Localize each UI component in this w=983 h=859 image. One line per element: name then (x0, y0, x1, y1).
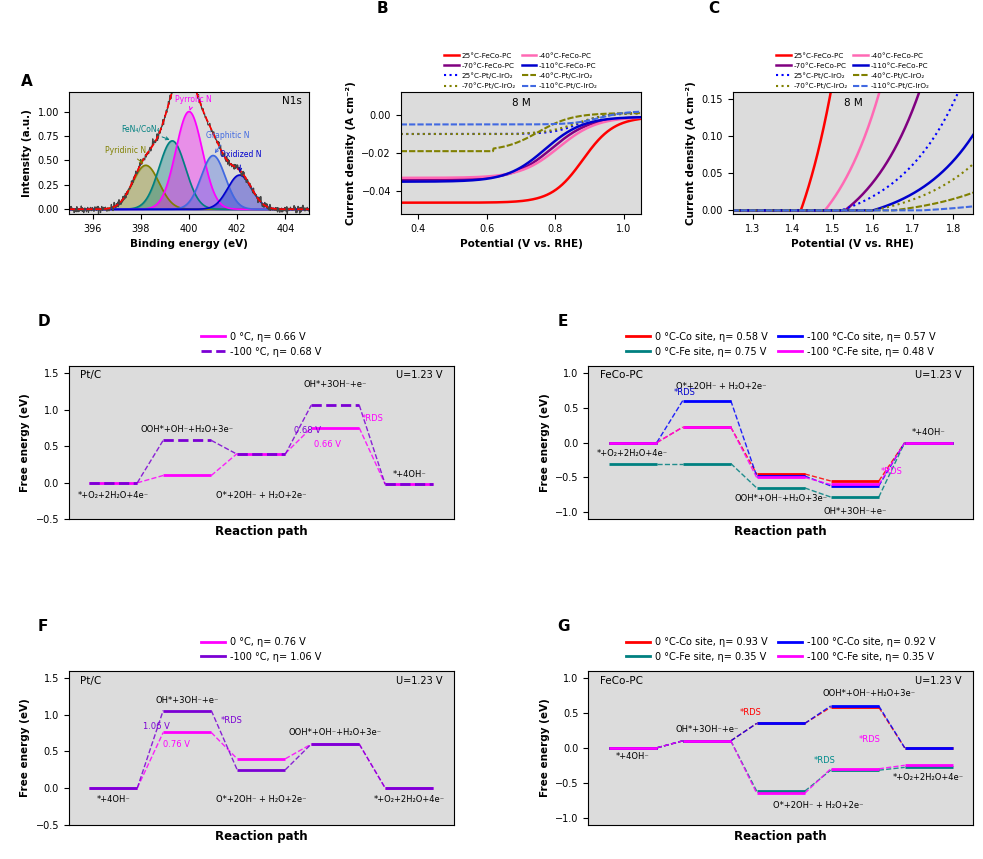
Text: B: B (376, 2, 388, 16)
X-axis label: Reaction path: Reaction path (215, 525, 308, 538)
Text: OOH*+OH⁻+H₂O+3e⁻: OOH*+OH⁻+H₂O+3e⁻ (734, 494, 828, 503)
Text: *RDS: *RDS (673, 387, 696, 397)
Text: *+O₂+2H₂O+4e⁻: *+O₂+2H₂O+4e⁻ (598, 448, 668, 458)
Text: FeCo-PC: FeCo-PC (600, 370, 643, 381)
Text: *RDS: *RDS (221, 716, 243, 725)
Text: E: E (557, 314, 568, 329)
Text: *RDS: *RDS (858, 735, 881, 744)
Text: *+4OH⁻: *+4OH⁻ (912, 428, 946, 436)
Text: N1s: N1s (282, 95, 302, 106)
Text: FeN₄/CoN₄: FeN₄/CoN₄ (122, 124, 169, 140)
Text: *+O₂+2H₂O+4e⁻: *+O₂+2H₂O+4e⁻ (894, 772, 964, 782)
Text: O*+2OH⁻ + H₂O+2e⁻: O*+2OH⁻ + H₂O+2e⁻ (676, 382, 767, 391)
Y-axis label: Free energy (eV): Free energy (eV) (20, 698, 30, 797)
Text: Oxidized N: Oxidized N (220, 150, 261, 171)
Text: U=1.23 V: U=1.23 V (395, 676, 442, 685)
Text: D: D (38, 314, 51, 329)
Text: OOH*+OH⁻+H₂O+3e⁻: OOH*+OH⁻+H₂O+3e⁻ (141, 425, 234, 434)
Text: *RDS: *RDS (362, 414, 383, 423)
X-axis label: Binding energy (eV): Binding energy (eV) (130, 240, 248, 249)
Text: U=1.23 V: U=1.23 V (915, 370, 961, 381)
Text: OH*+3OH⁻+e⁻: OH*+3OH⁻+e⁻ (155, 696, 219, 704)
Legend: 0 °C, η= 0.66 V, -100 °C, η= 0.68 V: 0 °C, η= 0.66 V, -100 °C, η= 0.68 V (197, 328, 325, 361)
Text: Pt/C: Pt/C (81, 676, 101, 685)
Text: Pyrrolic N: Pyrrolic N (175, 94, 211, 110)
Text: *RDS: *RDS (881, 467, 902, 477)
Text: 0.68 V: 0.68 V (294, 426, 320, 435)
Y-axis label: Free energy (eV): Free energy (eV) (540, 393, 549, 492)
X-axis label: Reaction path: Reaction path (734, 525, 827, 538)
Text: U=1.23 V: U=1.23 V (915, 676, 961, 685)
Text: *+O₂+2H₂O+4e⁻: *+O₂+2H₂O+4e⁻ (374, 795, 444, 803)
Text: G: G (557, 619, 570, 634)
Legend: 25°C-FeCo-PC, -70°C-FeCo-PC, 25°C-Pt/C-IrO₂, -70°C-Pt/C-IrO₂, -40°C-FeCo-PC, -11: 25°C-FeCo-PC, -70°C-FeCo-PC, 25°C-Pt/C-I… (441, 50, 601, 92)
Text: O*+2OH⁻ + H₂O+2e⁻: O*+2OH⁻ + H₂O+2e⁻ (773, 801, 863, 809)
Y-axis label: Free energy (eV): Free energy (eV) (540, 698, 549, 797)
Text: 8 M: 8 M (511, 98, 531, 108)
X-axis label: Reaction path: Reaction path (734, 830, 827, 844)
Text: OOH*+OH⁻+H₂O+3e⁻: OOH*+OH⁻+H₂O+3e⁻ (289, 728, 381, 737)
X-axis label: Reaction path: Reaction path (215, 830, 308, 844)
Y-axis label: Free energy (eV): Free energy (eV) (20, 393, 30, 492)
Y-axis label: Intensity (a.u.): Intensity (a.u.) (22, 109, 31, 197)
Text: *RDS: *RDS (814, 756, 837, 765)
Text: 8 M: 8 M (843, 98, 862, 108)
Text: OH*+3OH⁻+e⁻: OH*+3OH⁻+e⁻ (675, 725, 738, 734)
Text: A: A (21, 74, 32, 89)
Text: Pt/C: Pt/C (81, 370, 101, 381)
Text: U=1.23 V: U=1.23 V (395, 370, 442, 381)
Text: 1.06 V: 1.06 V (143, 722, 170, 731)
Text: O*+2OH⁻ + H₂O+2e⁻: O*+2OH⁻ + H₂O+2e⁻ (216, 795, 307, 803)
Text: *+4OH⁻: *+4OH⁻ (616, 752, 650, 761)
Text: Pyridinic N: Pyridinic N (105, 145, 146, 163)
Legend: 25°C-FeCo-PC, -70°C-FeCo-PC, 25°C-Pt/C-IrO₂, -70°C-Pt/C-IrO₂, -40°C-FeCo-PC, -11: 25°C-FeCo-PC, -70°C-FeCo-PC, 25°C-Pt/C-I… (774, 50, 933, 92)
Text: 0.76 V: 0.76 V (162, 740, 190, 749)
Text: OH*+3OH⁻+e⁻: OH*+3OH⁻+e⁻ (304, 380, 367, 388)
Text: *RDS: *RDS (740, 709, 762, 717)
Y-axis label: Current density (A cm⁻²): Current density (A cm⁻²) (686, 82, 696, 225)
Text: FeCo-PC: FeCo-PC (600, 676, 643, 685)
Text: OOH*+OH⁻+H₂O+3e⁻: OOH*+OH⁻+H₂O+3e⁻ (823, 689, 916, 698)
X-axis label: Potential (V vs. RHE): Potential (V vs. RHE) (459, 240, 582, 249)
Text: O*+2OH⁻ + H₂O+2e⁻: O*+2OH⁻ + H₂O+2e⁻ (216, 491, 307, 501)
Text: F: F (38, 619, 48, 634)
Legend: 0 °C-Co site, η= 0.93 V, 0 °C-Fe site, η= 0.35 V, -100 °C-Co site, η= 0.92 V, -1: 0 °C-Co site, η= 0.93 V, 0 °C-Fe site, η… (622, 633, 939, 666)
Y-axis label: Current density (A cm⁻²): Current density (A cm⁻²) (346, 82, 356, 225)
Text: *+4OH⁻: *+4OH⁻ (392, 470, 426, 478)
Text: *+O₂+2H₂O+4e⁻: *+O₂+2H₂O+4e⁻ (78, 491, 148, 501)
Legend: 0 °C-Co site, η= 0.58 V, 0 °C-Fe site, η= 0.75 V, -100 °C-Co site, η= 0.57 V, -1: 0 °C-Co site, η= 0.58 V, 0 °C-Fe site, η… (622, 328, 940, 361)
Text: OH*+3OH⁻+e⁻: OH*+3OH⁻+e⁻ (823, 507, 887, 515)
Text: 0.66 V: 0.66 V (315, 441, 341, 449)
Text: *+4OH⁻: *+4OH⁻ (96, 795, 130, 803)
Text: Graphitic N: Graphitic N (205, 131, 250, 152)
Text: C: C (709, 2, 720, 16)
Legend: 0 °C, η= 0.76 V, -100 °C, η= 1.06 V: 0 °C, η= 0.76 V, -100 °C, η= 1.06 V (197, 633, 325, 666)
X-axis label: Potential (V vs. RHE): Potential (V vs. RHE) (791, 240, 914, 249)
